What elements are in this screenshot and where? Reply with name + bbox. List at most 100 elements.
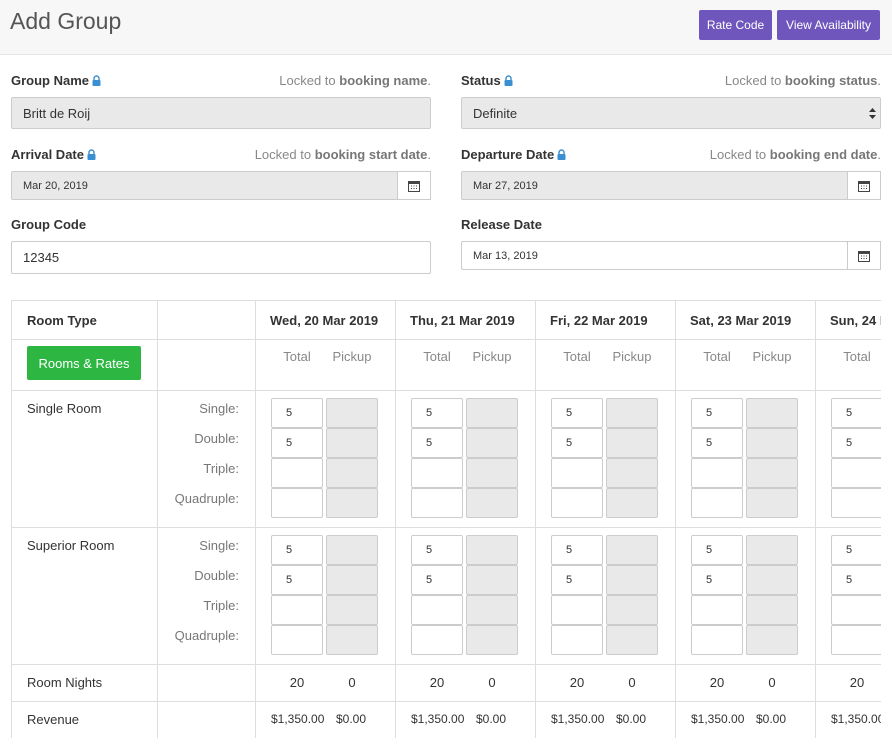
- text-input[interactable]: Mar 27, 2019: [461, 171, 848, 200]
- total-input[interactable]: [551, 458, 603, 488]
- label-text: Release Date: [461, 217, 542, 232]
- total-input[interactable]: 5: [271, 565, 323, 595]
- text-input[interactable]: Mar 13, 2019: [461, 241, 848, 270]
- total-input[interactable]: [551, 488, 603, 518]
- total-input[interactable]: 5: [691, 398, 743, 428]
- select-arrows: [869, 108, 876, 119]
- col-border: [675, 301, 676, 738]
- pickup-input: [746, 488, 798, 518]
- occupancy-label: Single:: [199, 538, 239, 553]
- label-text: Arrival Date: [11, 147, 84, 162]
- total-input[interactable]: 5: [831, 565, 881, 595]
- total-input[interactable]: 5: [831, 535, 881, 565]
- occupancy-label: Single:: [199, 401, 239, 416]
- revenue-pickup: $0.00: [756, 712, 787, 726]
- lock-note: Locked to booking name.: [11, 73, 431, 88]
- day-header: Sun, 24 Mar 2019: [830, 313, 881, 328]
- total-input[interactable]: [691, 488, 743, 518]
- total-input[interactable]: [691, 625, 743, 655]
- note-prefix: Locked to: [709, 147, 767, 162]
- total-input[interactable]: [411, 625, 463, 655]
- col-border: [815, 301, 816, 738]
- room-nights-total: 20: [429, 675, 445, 690]
- text-input[interactable]: 12345: [11, 241, 431, 274]
- total-input[interactable]: [551, 595, 603, 625]
- total-input[interactable]: [271, 458, 323, 488]
- pickup-input: [606, 488, 658, 518]
- pickup-input: [466, 428, 518, 458]
- room-nights-pickup: 0: [768, 675, 776, 690]
- total-input[interactable]: [271, 625, 323, 655]
- pickup-input: [606, 398, 658, 428]
- label-text: Status: [461, 73, 501, 88]
- total-input[interactable]: [271, 488, 323, 518]
- rate-code-button[interactable]: Rate Code: [699, 10, 772, 40]
- select[interactable]: Definite: [461, 97, 881, 129]
- text-input[interactable]: Britt de Roij: [11, 97, 431, 129]
- total-input[interactable]: 5: [691, 565, 743, 595]
- total-input[interactable]: 5: [411, 535, 463, 565]
- col-border: [157, 301, 158, 738]
- pickup-input: [466, 398, 518, 428]
- pickup-input: [746, 458, 798, 488]
- total-input[interactable]: 5: [271, 398, 323, 428]
- total-input[interactable]: 5: [411, 428, 463, 458]
- col-border: [255, 301, 256, 738]
- total-input[interactable]: [831, 625, 881, 655]
- total-input[interactable]: [411, 488, 463, 518]
- note-bold: booking end date: [769, 147, 878, 162]
- pickup-input: [326, 535, 378, 565]
- total-input[interactable]: [411, 458, 463, 488]
- row-border: [12, 664, 881, 665]
- room-nights-pickup: 0: [488, 675, 496, 690]
- total-input[interactable]: 5: [831, 428, 881, 458]
- occupancy-label: Double:: [194, 431, 239, 446]
- pickup-header: Pickup: [752, 349, 792, 364]
- text-input[interactable]: Mar 20, 2019: [11, 171, 398, 200]
- total-input[interactable]: 5: [271, 428, 323, 458]
- occupancy-label: Triple:: [203, 461, 239, 476]
- total-input[interactable]: 5: [691, 535, 743, 565]
- revenue-pickup: $0.00: [476, 712, 507, 726]
- header-cell: Room Type: [27, 313, 97, 328]
- total-input[interactable]: 5: [551, 535, 603, 565]
- total-input[interactable]: [831, 458, 881, 488]
- note-bold: booking status: [784, 73, 878, 88]
- pickup-input: [466, 625, 518, 655]
- total-input[interactable]: [271, 595, 323, 625]
- room-nights-total: 20: [569, 675, 585, 690]
- lock-note: Locked to booking status.: [461, 73, 881, 88]
- total-header: Total: [423, 349, 451, 364]
- rooms-rates-button[interactable]: Rooms & Rates: [27, 346, 141, 380]
- field-label: Status: [461, 73, 513, 88]
- calendar-button[interactable]: [847, 241, 881, 270]
- lock-icon: [87, 149, 96, 160]
- total-input[interactable]: [411, 595, 463, 625]
- total-input[interactable]: 5: [551, 398, 603, 428]
- view-availability-button[interactable]: View Availability: [777, 10, 880, 40]
- total-input[interactable]: 5: [411, 565, 463, 595]
- total-input[interactable]: 5: [411, 398, 463, 428]
- total-input[interactable]: [691, 595, 743, 625]
- pickup-input: [326, 428, 378, 458]
- pickup-input: [746, 595, 798, 625]
- day-header: Sat, 23 Mar 2019: [690, 313, 792, 328]
- field-label: Departure Date: [461, 147, 566, 162]
- total-input[interactable]: [691, 458, 743, 488]
- total-input[interactable]: [831, 595, 881, 625]
- calendar-button[interactable]: [397, 171, 431, 200]
- total-input[interactable]: [551, 625, 603, 655]
- total-input[interactable]: 5: [691, 428, 743, 458]
- pickup-input: [326, 398, 378, 428]
- pickup-input: [746, 535, 798, 565]
- calendar-icon: [858, 180, 870, 192]
- calendar-button[interactable]: [847, 171, 881, 200]
- total-input[interactable]: 5: [551, 428, 603, 458]
- pickup-input: [606, 428, 658, 458]
- total-input[interactable]: [831, 488, 881, 518]
- total-input[interactable]: 5: [271, 535, 323, 565]
- lock-note: Locked to booking end date.: [461, 147, 881, 162]
- total-input[interactable]: 5: [831, 398, 881, 428]
- pickup-input: [466, 535, 518, 565]
- total-input[interactable]: 5: [551, 565, 603, 595]
